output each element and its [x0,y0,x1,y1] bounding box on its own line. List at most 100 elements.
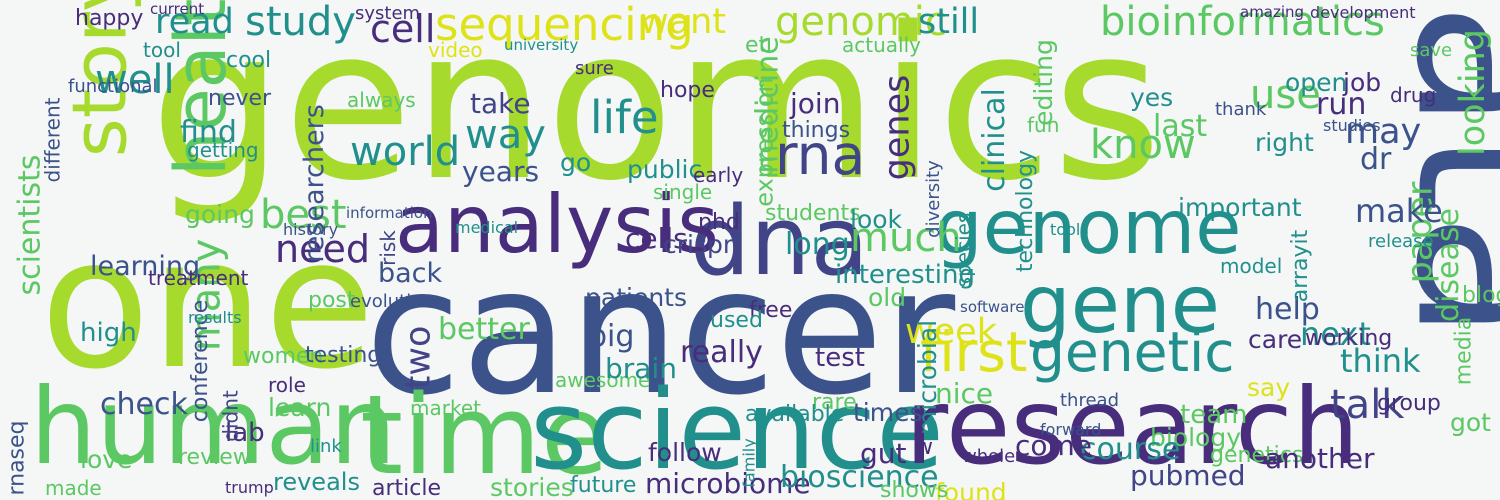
word-go: go [560,148,592,177]
word-video: video [428,38,483,62]
word-evolution: evolution [350,291,434,312]
word-history: history [283,220,339,239]
word-shows: shows [880,478,949,500]
word-working: working [1305,326,1393,351]
word-important: important [1178,193,1302,222]
word-interesting: interesting [835,260,975,290]
word-thread: thread [1060,390,1120,411]
word-rare: rare [812,390,857,415]
word-whole: whole [962,446,1016,467]
word-life: life [590,91,659,144]
word-test: test [815,343,865,373]
word-diversity: diversity [922,160,944,238]
word-care: care [1248,325,1303,354]
word-different: different [40,97,65,183]
word-used: used [710,308,763,333]
word-brain: brain [605,352,677,385]
word-women: women [243,344,324,369]
word-release: release [1368,231,1434,252]
word-market: market [410,396,481,420]
word-back: back [378,258,443,289]
word-find: find [180,115,237,150]
word-available: available [745,402,845,427]
word-big: big [588,319,635,354]
word-love: love [80,445,133,474]
word-blog: blog [1462,283,1500,308]
word-rnaseq: rnaseq [4,420,30,496]
word-yes: yes [1130,83,1174,112]
word-studies: studies [1323,116,1381,135]
word-last: last [1153,109,1208,144]
word-check: check [100,387,188,422]
word-still: still [918,2,980,42]
word-join: join [790,87,841,120]
word-dna: dna [690,187,869,297]
word-cell: cell [370,7,436,51]
word-fun: fun [1027,113,1060,137]
word-hope: hope [660,78,715,103]
word-clinical: clinical [976,88,1012,192]
word-single: single [653,180,713,204]
word-genetics: genetics [1210,443,1304,468]
word-thank: thank [1215,99,1267,120]
word-species: species [951,212,976,288]
word-software: software [960,298,1025,316]
word-world: world [350,129,461,175]
word-results: results [188,308,242,327]
word-open: open [1285,68,1348,97]
word-may: may [1345,112,1422,152]
word-talk: talk [1330,382,1405,428]
word-study: study [245,0,356,45]
word-week: week [905,312,997,352]
word-right: right [1255,128,1314,157]
word-run: run [1316,87,1367,122]
word-gene: gene [1020,258,1220,351]
word-long: long [785,227,850,262]
word-tools: tools [1050,220,1089,239]
word-system: system [355,3,421,24]
word-free: free [749,298,793,323]
word-role: role [268,373,306,397]
word-save: save [1410,40,1453,61]
word-bioinformatics: bioinformatics [1100,0,1385,45]
word-students: students [765,201,861,226]
word-didnt: didnt [218,390,243,442]
word-crispr: crispr [663,230,734,259]
word-actually: actually [842,33,921,57]
word-research: research [905,366,1360,488]
word-media: media [1451,316,1477,386]
word-forward: forward [1040,420,1102,439]
word-genes: genes [877,74,918,181]
word-lab: lab [225,418,265,448]
word-genome: genome [935,183,1242,271]
word-dr: dr [1360,142,1392,177]
word-make: make [1355,192,1443,230]
word-group: group [1377,391,1441,416]
word-high: high [80,318,137,348]
word-stories: stories [490,473,574,500]
word-researchers: researchers [298,104,330,263]
word-public: public [627,155,703,184]
word-first: first [920,320,1028,384]
word-development: development [1310,3,1416,22]
word-awesome: awesome [555,368,651,392]
word-read: read [155,2,234,42]
word-university: university [504,36,579,54]
word-genomic: genomic [775,0,947,45]
word-going: going [185,200,255,229]
word-made: made [45,476,102,500]
word-medical: medical [455,218,519,237]
word-et: et [745,33,768,58]
word-review: review [178,445,251,470]
word-found: found [935,478,1007,500]
word-things: things [782,118,851,143]
word-risk: risk [375,230,400,266]
word-need: need [275,227,370,271]
word-expression: expression [750,77,779,207]
word-article: article [372,476,442,500]
word-much: much [850,215,962,261]
word-never: never [208,86,272,111]
word-amazing: amazing [1240,3,1305,21]
word-science: science [530,366,944,494]
